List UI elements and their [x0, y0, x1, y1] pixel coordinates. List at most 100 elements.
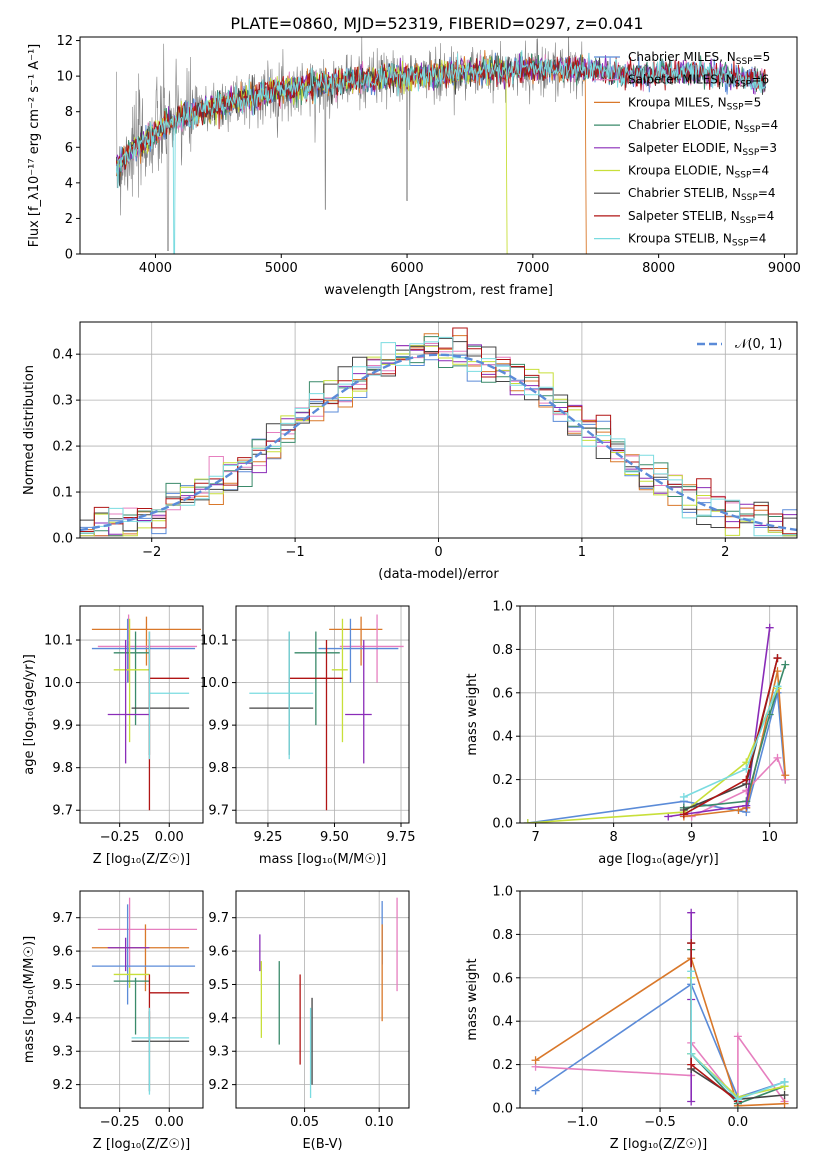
legend-subscript: SSP — [741, 193, 758, 203]
y-axis-label: mass [log₁₀(M/M☉)] — [22, 936, 37, 1063]
y-tick-label: 9.2 — [52, 1078, 73, 1093]
x-tick-label: 9.25 — [253, 830, 282, 845]
y-tick-label: 9.7 — [52, 911, 73, 926]
y-tick-label: 0.0 — [492, 1102, 513, 1117]
y-tick-label: 9.8 — [208, 761, 229, 776]
plus-marker — [687, 908, 696, 917]
plus-marker — [531, 1086, 540, 1095]
axes-frame — [79, 605, 204, 824]
y-axis-label: Normed distribution — [22, 365, 37, 495]
y-tick-label: 10.1 — [44, 634, 73, 649]
x-axis-label: mass [log₁₀(M/M☉)] — [259, 852, 386, 867]
legend-value: =4 — [760, 118, 778, 132]
x-axis-label: Z [log₁₀(Z/Z☉)] — [93, 1137, 190, 1152]
y-tick-label: 9.2 — [208, 1078, 229, 1093]
legend-subscript: SSP — [735, 80, 752, 90]
x-tick-label: −0.25 — [100, 1115, 140, 1130]
legend-label: Chabrier MILES, NSSP=5 — [628, 50, 770, 67]
panel-age_vs_Z: −0.25 0.00 9.7 9.8 9.9 10.0 10.1 Z [log₁₀(Z/Z☉)… — [22, 605, 204, 867]
legend-value: =3 — [759, 141, 777, 155]
y-axis-label: Flux [f_λ10⁻¹⁷ erg cm⁻² s⁻¹ A⁻¹] — [27, 44, 42, 248]
legend-subscript: SSP — [736, 57, 753, 67]
x-tick-label: 9000 — [768, 261, 801, 276]
legend-label: Chabrier ELODIE, NSSP=4 — [628, 118, 778, 135]
x-tick-label: 5000 — [265, 261, 298, 276]
y-tick-label: 8 — [65, 105, 73, 120]
y-tick-label: 0.0 — [492, 817, 513, 832]
series-line — [535, 957, 785, 1107]
spectrum-data-line — [116, 37, 584, 251]
y-tick-label: 0.8 — [492, 643, 513, 658]
legend-value: =4 — [749, 232, 767, 246]
y-tick-label: 9.7 — [208, 911, 229, 926]
panel-age_vs_mass: 9.25 9.50 9.75 9.7 9.8 9.9 10.0 10.1 mass [log₁₀… — [200, 605, 416, 867]
y-tick-label: 0.6 — [492, 971, 513, 986]
legend-label: Salpeter ELODIE, NSSP=3 — [628, 141, 777, 158]
plus-marker — [733, 1095, 742, 1104]
plot-area — [91, 614, 202, 811]
x-tick-label: 0.00 — [155, 1115, 184, 1130]
plus-marker — [687, 1097, 696, 1106]
legend-value: =4 — [758, 186, 776, 200]
y-tick-label: 9.3 — [52, 1045, 73, 1060]
legend-subscript: SSP — [735, 171, 752, 181]
y-tick-label: 9.6 — [52, 945, 73, 960]
legend-subscript: SSP — [744, 125, 761, 135]
x-tick-label: 0.00 — [155, 830, 184, 845]
y-tick-label: 9.9 — [208, 719, 229, 734]
x-axis-label: E(B-V) — [302, 1137, 342, 1152]
plus-marker — [742, 801, 751, 810]
x-tick-label: 8 — [609, 830, 617, 845]
histogram-step — [80, 327, 797, 535]
legend-value: =6 — [751, 73, 769, 87]
x-tick-label: 9.75 — [387, 830, 416, 845]
legend-label: Kroupa STELIB, NSSP=4 — [628, 232, 766, 249]
plus-marker — [742, 764, 751, 773]
y-tick-label: 10 — [56, 70, 73, 85]
legend-value: =4 — [757, 209, 775, 223]
plot-area — [249, 614, 404, 811]
y-tick-label: 12 — [56, 34, 73, 49]
y-tick-label: 4 — [65, 176, 73, 191]
figure-title: PLATE=0860, MJD=52319, FIBERID=0297, z=0… — [230, 14, 643, 33]
y-tick-label: 0.0 — [52, 532, 73, 547]
x-tick-label: 0.0 — [728, 1115, 749, 1130]
y-tick-label: 9.3 — [208, 1045, 229, 1060]
y-tick-label: 0.6 — [492, 686, 513, 701]
plus-marker — [523, 819, 532, 823]
series-line — [683, 686, 779, 798]
x-tick-label: −2 — [142, 545, 161, 560]
plot-area — [531, 908, 789, 1108]
series-line — [690, 971, 785, 1101]
x-axis-label: Z [log₁₀(Z/Z☉)] — [93, 852, 190, 867]
x-tick-label: 9.50 — [320, 830, 349, 845]
plot-area — [80, 327, 797, 537]
y-tick-label: 9.4 — [208, 1011, 229, 1026]
plus-marker — [679, 810, 688, 819]
panel-spectrum: Chabrier MILES, NSSP=5 Salpeter MILES, NS… — [27, 34, 801, 298]
histogram-step — [80, 336, 797, 537]
plus-marker — [773, 654, 782, 663]
plus-marker — [780, 1099, 789, 1108]
axes-frame — [235, 605, 410, 824]
y-axis-label: age [log₁₀(age/yr)] — [22, 654, 37, 775]
plus-marker — [679, 792, 688, 801]
y-tick-label: 0.2 — [492, 1058, 513, 1073]
legend-subscript: SSP — [727, 102, 744, 112]
y-tick-label: 0.8 — [492, 928, 513, 943]
panel-mass_vs_ebv: 0.05 0.10 9.2 9.3 9.4 9.5 9.6 9.7 E(B-V) — [208, 890, 410, 1152]
series-line — [668, 627, 771, 818]
legend: Chabrier MILES, NSSP=5 Salpeter MILES, NS… — [594, 50, 778, 249]
y-axis-label: mass weight — [465, 673, 480, 755]
y-tick-label: 0.4 — [492, 1015, 513, 1030]
y-tick-label: 9.5 — [208, 978, 229, 993]
panel-massweight_vs_age: 7 8 9 10 0.0 0.2 0.4 0.6 0.8 1.0 age [log₁₀(age/yr… — [465, 600, 798, 867]
y-tick-label: 10.0 — [200, 676, 229, 691]
spectrum-model-line — [116, 50, 767, 254]
y-axis-label: mass weight — [465, 958, 480, 1040]
x-tick-label: 9 — [688, 830, 696, 845]
legend-label: Kroupa MILES, NSSP=5 — [628, 95, 761, 112]
y-tick-label: 9.8 — [52, 761, 73, 776]
legend-subscript: SSP — [740, 216, 757, 226]
